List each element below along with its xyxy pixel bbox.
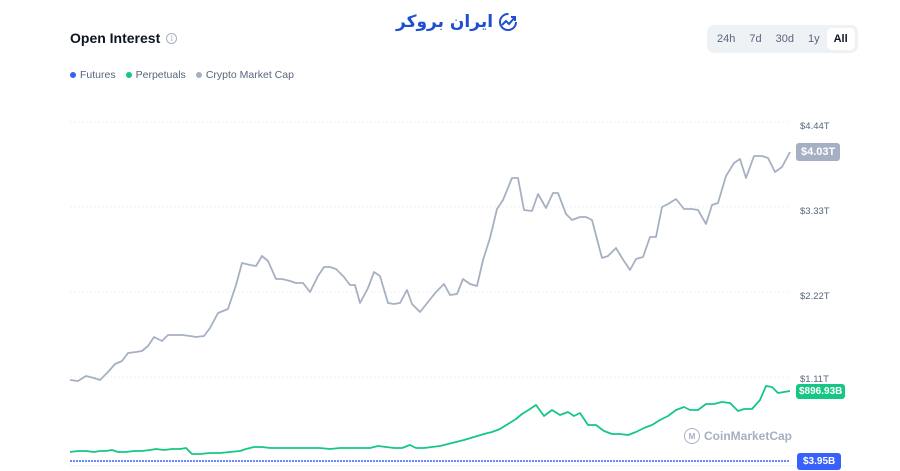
info-icon[interactable]: i	[166, 32, 178, 44]
range-7d-button[interactable]: 7d	[749, 33, 762, 45]
y-tick-label: $2.22T	[800, 291, 830, 302]
brand-logo: ایران بروکر	[396, 12, 518, 32]
coinmarketcap-logo-icon: M	[684, 428, 700, 444]
watermark-text: CoinMarketCap	[704, 429, 793, 443]
market-cap-dot-icon	[195, 72, 202, 78]
legend-futures[interactable]: Futures	[70, 69, 116, 81]
range-30d-button[interactable]: 30d	[775, 33, 794, 45]
page-title: Open Interest	[70, 30, 161, 46]
brand-text: ایران بروکر	[396, 12, 494, 32]
y-tick-label: $3.33T	[800, 206, 830, 217]
perpetuals-dot-icon	[125, 72, 132, 78]
chart-trend-icon	[499, 13, 518, 31]
legend-perpetuals[interactable]: Perpetuals	[125, 69, 186, 81]
legend-label: Crypto Market Cap	[205, 69, 294, 81]
range-24h-button[interactable]: 24h	[717, 33, 736, 45]
chart-header: Open Interest i	[70, 30, 178, 46]
time-range-selector: 24h 7d 30d 1y All	[707, 25, 858, 53]
futures-dot-icon	[70, 72, 76, 78]
perpetuals-value-badge: $896.93B	[796, 384, 846, 399]
legend-label: Futures	[80, 69, 116, 81]
gridlines	[70, 121, 790, 378]
perpetuals-line	[69, 385, 791, 455]
futures-value-badge: $3.95B	[797, 453, 842, 470]
market-cap-line	[69, 151, 791, 382]
chart-legend: Futures Perpetuals Crypto Market Cap	[70, 69, 294, 81]
y-tick-label: $1.11T	[800, 374, 829, 385]
coinmarketcap-watermark: M CoinMarketCap	[684, 428, 792, 444]
range-all-button[interactable]: All	[826, 28, 855, 50]
range-1y-button[interactable]: 1y	[807, 33, 820, 45]
legend-label: Perpetuals	[135, 69, 186, 81]
market-cap-value-badge: $4.03T	[796, 143, 841, 161]
y-tick-label: $4.44T	[800, 121, 830, 132]
legend-market-cap[interactable]: Crypto Market Cap	[195, 69, 294, 81]
